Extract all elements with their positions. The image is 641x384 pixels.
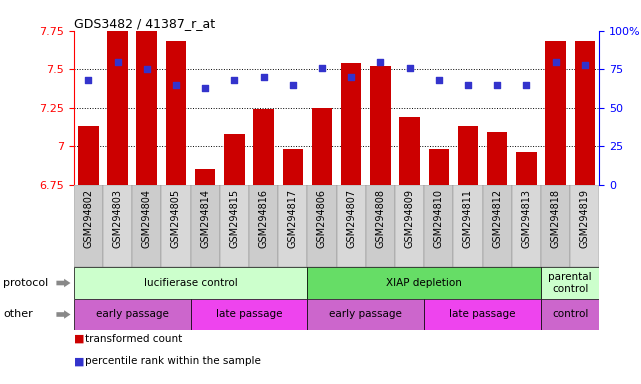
Text: other: other [3,310,33,319]
Point [404,65,415,71]
Text: GSM294810: GSM294810 [434,189,444,248]
Point [463,81,473,88]
Point [171,81,181,88]
Bar [429,149,449,185]
Text: percentile rank within the sample: percentile rank within the sample [85,356,261,366]
Text: GSM294815: GSM294815 [229,189,239,248]
Text: GSM294811: GSM294811 [463,189,473,248]
Point [579,61,590,68]
Text: GSM294807: GSM294807 [346,189,356,248]
Text: GSM294818: GSM294818 [551,189,560,248]
Bar [249,185,278,267]
Bar [312,108,332,185]
Point [317,65,327,71]
Bar [337,185,366,267]
Bar [195,169,215,185]
Point [551,58,561,65]
Point [83,77,94,83]
Bar [516,152,537,185]
Text: control: control [552,310,588,319]
Text: GSM294813: GSM294813 [521,189,531,248]
Point [492,81,503,88]
Bar [190,185,220,267]
Text: ■: ■ [74,334,84,344]
Text: GSM294803: GSM294803 [113,189,122,248]
Bar [283,149,303,185]
Text: early passage: early passage [329,310,402,319]
Point [258,74,269,80]
Text: GDS3482 / 41387_r_at: GDS3482 / 41387_r_at [74,17,215,30]
Bar [453,185,483,267]
Text: GSM294809: GSM294809 [404,189,415,248]
Bar [74,267,307,299]
Bar [395,185,424,267]
Bar [220,185,249,267]
Bar [132,185,162,267]
Bar [483,185,512,267]
Bar [424,185,453,267]
Bar [541,299,599,330]
Bar [307,185,337,267]
Text: protocol: protocol [3,278,49,288]
Bar [190,299,307,330]
Point [142,66,152,72]
Bar [366,185,395,267]
Point [288,81,298,88]
Point [433,77,444,83]
Bar [162,185,190,267]
Bar [253,109,274,185]
Text: early passage: early passage [96,310,169,319]
Bar [545,41,566,185]
Bar [512,185,541,267]
Bar [341,63,362,185]
Text: GSM294812: GSM294812 [492,189,502,248]
Bar [399,117,420,185]
Bar [458,126,478,185]
Text: GSM294802: GSM294802 [83,189,94,248]
Point [346,74,356,80]
Text: GSM294805: GSM294805 [171,189,181,248]
Point [375,58,385,65]
Text: GSM294806: GSM294806 [317,189,327,248]
Point [200,84,210,91]
Bar [307,299,424,330]
Bar [278,185,307,267]
Bar [307,267,541,299]
Bar [574,41,595,185]
Text: GSM294819: GSM294819 [579,189,590,248]
Text: GSM294816: GSM294816 [258,189,269,248]
Text: GSM294804: GSM294804 [142,189,152,248]
Bar [74,185,103,267]
Text: lucifierase control: lucifierase control [144,278,237,288]
Point [112,58,122,65]
Bar [370,66,390,185]
Point [229,77,240,83]
Bar [137,31,157,185]
Bar [487,132,508,185]
Text: GSM294814: GSM294814 [200,189,210,248]
Bar [107,31,128,185]
Bar [224,134,245,185]
Text: late passage: late passage [215,310,282,319]
Bar [541,185,570,267]
Text: GSM294808: GSM294808 [376,189,385,248]
Point [521,81,531,88]
Text: ■: ■ [74,356,84,366]
Bar [74,299,190,330]
Text: XIAP depletion: XIAP depletion [386,278,462,288]
Bar [541,267,599,299]
Bar [570,185,599,267]
Text: transformed count: transformed count [85,334,183,344]
Bar [103,185,132,267]
Bar [78,126,99,185]
Text: GSM294817: GSM294817 [288,189,297,248]
Bar [165,41,186,185]
Text: late passage: late passage [449,310,516,319]
Bar [424,299,541,330]
Text: parental
control: parental control [548,272,592,294]
